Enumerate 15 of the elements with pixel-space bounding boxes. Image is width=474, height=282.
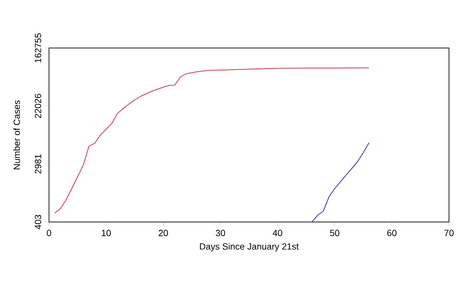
x-tick-label: 20 — [158, 230, 168, 236]
y-tick-label: 403 — [34, 214, 42, 230]
line-series — [311, 142, 370, 222]
x-axis-title: Days Since January 21st — [200, 243, 299, 252]
y-tick-label: 2981 — [34, 154, 42, 174]
x-tick-label: 10 — [102, 230, 111, 236]
x-tick-label: 40 — [272, 230, 282, 236]
x-tick-label: 50 — [330, 230, 340, 236]
x-tick-label: 70 — [444, 230, 454, 236]
y-tick-label: 22026 — [34, 94, 42, 118]
y-tick-label: 162755 — [34, 33, 42, 62]
x-tick-label: 30 — [216, 230, 226, 236]
x-tick-label: 60 — [387, 230, 397, 236]
y-axis-title: Number of Cases — [13, 100, 20, 170]
x-tick-label: 0 — [46, 230, 52, 236]
